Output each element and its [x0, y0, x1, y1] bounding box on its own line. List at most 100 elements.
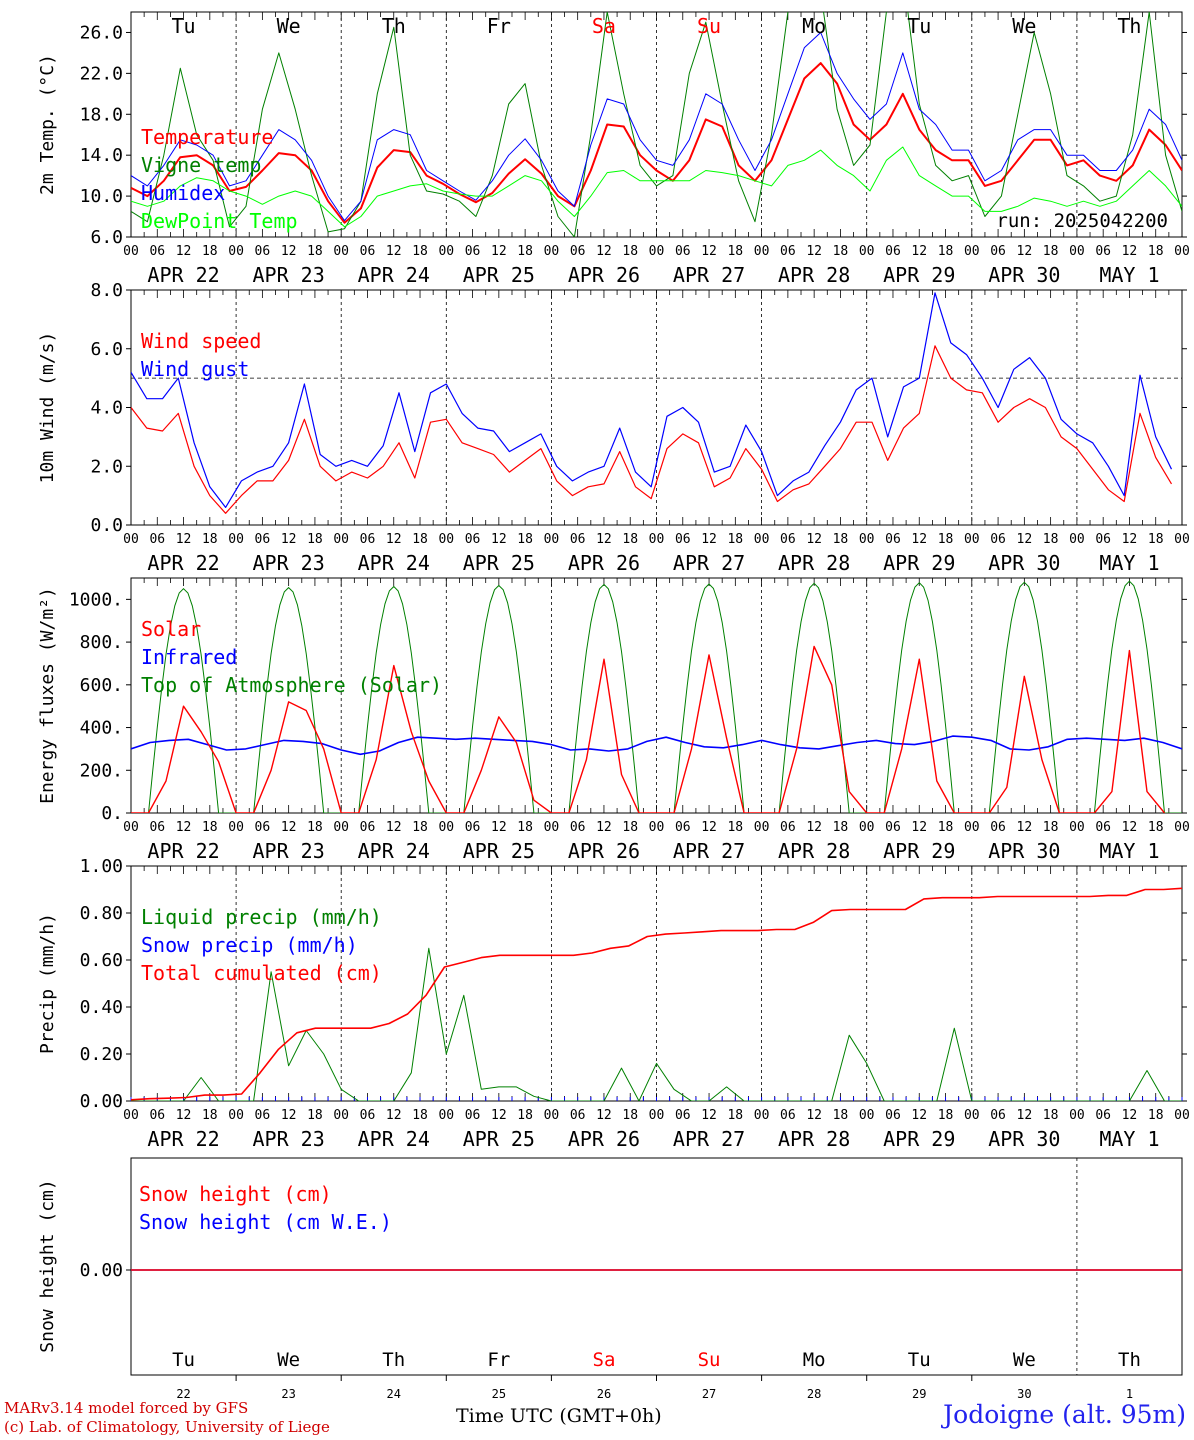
y-tick-label: 0.00: [80, 1091, 123, 1112]
weekday-label: Sa: [592, 14, 616, 38]
date-label: APR 26: [568, 1127, 640, 1151]
date-label: APR 29: [883, 1127, 955, 1151]
hour-label: 12: [1122, 532, 1138, 547]
date-label: APR 28: [778, 263, 850, 287]
series-line: [131, 292, 1173, 508]
hour-label: 18: [1148, 532, 1164, 547]
hour-label: 18: [202, 244, 218, 259]
hour-label: 00: [649, 532, 665, 547]
hour-label: 18: [1148, 1108, 1164, 1123]
series-line: [131, 345, 1173, 514]
hour-label: 18: [622, 244, 638, 259]
hour-label: 00: [438, 532, 454, 547]
hour-label: 00: [964, 1108, 980, 1123]
hour-label: 18: [517, 820, 533, 835]
hour-label: 18: [833, 244, 849, 259]
date-label: APR 25: [463, 551, 535, 575]
panel-3: 0. 200. 400. 600. 800. 1000. Energy fluxes (W/…: [37, 577, 1190, 863]
hour-label: 18: [202, 532, 218, 547]
hour-label: 06: [570, 1108, 586, 1123]
hour-label: 00: [333, 1108, 349, 1123]
hour-label: 18: [412, 1108, 428, 1123]
date-label: APR 24: [358, 551, 430, 575]
hour-label: 00: [649, 820, 665, 835]
legend-entry: Snow height (cm W.E.): [139, 1210, 392, 1234]
hour-label: 00: [649, 1108, 665, 1123]
day-number: 24: [387, 1387, 401, 1401]
hour-label: 00: [649, 244, 665, 259]
date-label: APR 26: [568, 839, 640, 863]
hour-label: 06: [360, 244, 376, 259]
hour-label: 12: [281, 820, 297, 835]
y-tick-label: 1.00: [80, 856, 123, 877]
y-axis-label: Energy fluxes (W/m²): [37, 587, 58, 804]
hour-label: 12: [1017, 820, 1033, 835]
date-label: APR 22: [147, 1127, 219, 1151]
legend-entry: Snow height (cm): [139, 1182, 332, 1206]
hour-label: 18: [307, 532, 323, 547]
series-line: [131, 580, 1182, 813]
weekday-label: Th: [382, 1349, 405, 1371]
day-number: 23: [281, 1387, 295, 1401]
weekday-label: Fr: [487, 14, 511, 38]
weekday-label: We: [1012, 14, 1036, 38]
date-label: APR 30: [988, 263, 1060, 287]
weekday-label: Su: [698, 1349, 721, 1371]
hour-label: 00: [754, 1108, 770, 1123]
hour-label: 06: [885, 532, 901, 547]
hour-label: 06: [1095, 244, 1111, 259]
weekday-label: Tu: [907, 14, 931, 38]
date-label: APR 22: [147, 839, 219, 863]
hour-label: 18: [727, 1108, 743, 1123]
hour-label: 06: [990, 1108, 1006, 1123]
panel-2: 0.0 2.0 4.0 6.0 8.0 10m Wind (m/s) Wind speed W…: [37, 280, 1190, 575]
date-label: APR 22: [147, 263, 219, 287]
hour-label: 00: [754, 820, 770, 835]
hour-label: 12: [1122, 1108, 1138, 1123]
legend-entry: DewPoint Temp: [141, 209, 298, 233]
hour-label: 18: [622, 1108, 638, 1123]
hour-label: 12: [596, 820, 612, 835]
hour-label: 00: [1174, 820, 1190, 835]
hour-label: 12: [1122, 820, 1138, 835]
weekday-label: We: [277, 1349, 300, 1371]
date-label: APR 26: [568, 263, 640, 287]
hour-label: 00: [859, 1108, 875, 1123]
hour-label: 18: [1043, 820, 1059, 835]
day-number: 30: [1017, 1387, 1031, 1401]
panel-4: 0.00 0.20 0.40 0.60 0.80 1.00 Precip (mm/h) Liq…: [37, 856, 1190, 1151]
hour-label: 18: [727, 244, 743, 259]
series-line: [131, 887, 1182, 1101]
series-line: [131, 735, 1182, 756]
y-tick-label: 8.0: [90, 280, 123, 301]
hour-label: 12: [386, 244, 402, 259]
y-tick-label: 800.: [80, 632, 123, 653]
hour-label: 12: [386, 820, 402, 835]
hour-label: 06: [990, 244, 1006, 259]
hour-label: 06: [885, 1108, 901, 1123]
y-tick-label: 6.0: [90, 339, 123, 360]
date-label: APR 27: [673, 1127, 745, 1151]
hour-label: 00: [859, 244, 875, 259]
date-label: APR 30: [988, 551, 1060, 575]
hour-label: 06: [149, 244, 165, 259]
hour-label: 00: [964, 244, 980, 259]
hour-label: 00: [438, 1108, 454, 1123]
hour-label: 06: [149, 532, 165, 547]
hour-label: 00: [1069, 820, 1085, 835]
hour-label: 18: [622, 820, 638, 835]
hour-label: 18: [1148, 244, 1164, 259]
hour-label: 06: [255, 820, 271, 835]
hour-label: 12: [1017, 244, 1033, 259]
hour-label: 12: [701, 532, 717, 547]
hour-label: 06: [990, 820, 1006, 835]
hour-label: 12: [806, 244, 822, 259]
date-label: APR 23: [253, 263, 325, 287]
hour-label: 18: [1043, 532, 1059, 547]
legend-entry: Snow precip (mm/h): [141, 933, 358, 957]
wind-series: [131, 292, 1173, 514]
time-axis-label: Time UTC (GMT+0h): [456, 1405, 662, 1427]
weekday-label: Th: [382, 14, 406, 38]
y-axis-label: Precip (mm/h): [37, 913, 58, 1054]
